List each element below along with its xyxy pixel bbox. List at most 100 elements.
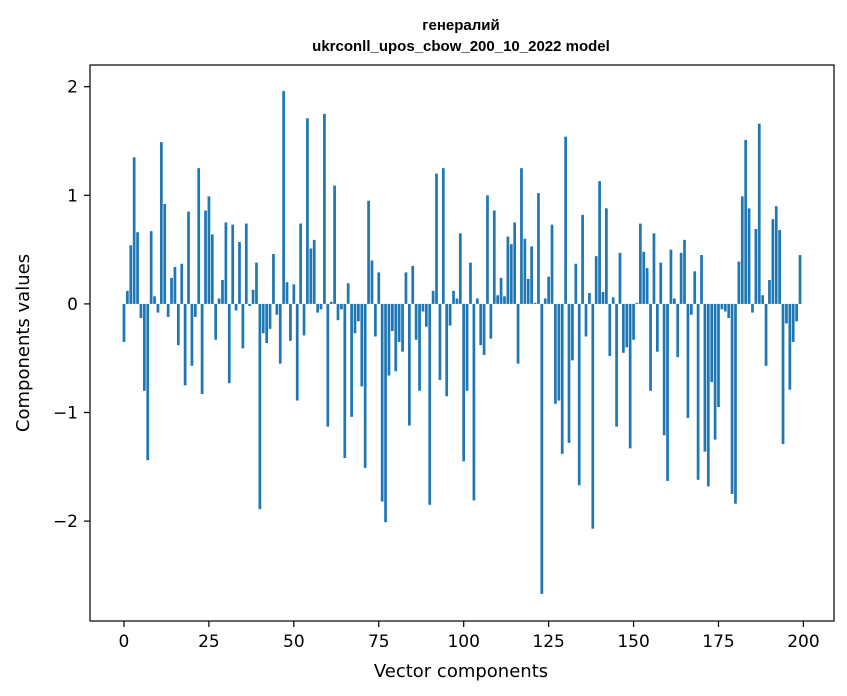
bar (632, 303, 635, 340)
bar (798, 255, 802, 304)
bar (190, 303, 194, 366)
bar (723, 303, 727, 312)
bar (214, 303, 218, 340)
bar (672, 298, 676, 304)
bar (360, 303, 364, 387)
bar (747, 208, 751, 304)
bar (757, 123, 761, 304)
bar (377, 272, 381, 304)
bar (350, 303, 353, 417)
y-tick-label: −2 (53, 512, 78, 532)
bar (543, 298, 547, 304)
bar (407, 303, 411, 426)
bar (143, 303, 146, 391)
bar (588, 293, 591, 304)
bar (489, 303, 493, 339)
bar (679, 252, 683, 304)
bar (540, 303, 544, 594)
x-tick-label: 50 (283, 632, 305, 652)
x-tick-label: 75 (368, 632, 390, 652)
bar (197, 168, 201, 304)
x-axis-label: Vector components (374, 661, 548, 682)
bar (509, 244, 513, 304)
bar (346, 283, 350, 304)
bar (448, 303, 452, 326)
bar (608, 303, 612, 357)
bar (261, 303, 265, 334)
bar (312, 239, 316, 304)
bar (272, 253, 275, 304)
bar (275, 303, 279, 315)
bar (591, 303, 595, 529)
bar (414, 303, 418, 340)
bar (717, 303, 720, 408)
bar (221, 280, 224, 304)
bar (781, 303, 785, 444)
bar (255, 262, 258, 304)
bar (689, 303, 693, 315)
bar (319, 303, 323, 310)
bar (605, 208, 608, 304)
bar (744, 139, 748, 304)
bar (458, 233, 462, 304)
bar (628, 303, 632, 449)
bar (734, 303, 737, 504)
bar (625, 303, 629, 348)
plot-frame (89, 64, 835, 622)
bar (564, 136, 567, 304)
bar (234, 303, 238, 311)
bar (363, 303, 367, 468)
bar (380, 303, 384, 502)
bar (357, 303, 360, 322)
bar (710, 303, 714, 383)
bar (411, 265, 415, 304)
bar (326, 303, 330, 427)
bar (306, 118, 309, 304)
bar (523, 238, 527, 304)
bar (615, 303, 618, 427)
bar (241, 303, 245, 349)
bar (496, 295, 500, 304)
bar (560, 303, 564, 454)
bar (479, 303, 483, 346)
bar (516, 303, 520, 364)
bar (336, 303, 340, 321)
bar (676, 303, 680, 358)
bar (418, 303, 421, 391)
bar (329, 301, 333, 304)
bar (754, 228, 758, 304)
bar (601, 291, 605, 304)
bar (618, 252, 622, 304)
bar (452, 290, 455, 304)
bar (492, 210, 496, 304)
bar (170, 277, 173, 304)
bar (645, 268, 649, 304)
bar (224, 222, 228, 304)
bar (139, 303, 143, 319)
bar (391, 303, 394, 332)
bar (557, 303, 561, 401)
bar (768, 280, 771, 304)
bar (764, 303, 768, 366)
bar (200, 303, 204, 395)
bar (567, 303, 571, 443)
bar (683, 239, 686, 304)
bar (187, 211, 190, 304)
bar (700, 255, 703, 304)
bar (475, 298, 479, 304)
bar (482, 303, 486, 355)
bar (387, 303, 391, 376)
bar (231, 224, 235, 304)
bar (720, 303, 724, 310)
bar (785, 303, 788, 324)
bar (649, 303, 652, 391)
bar (611, 297, 615, 304)
bar (666, 303, 669, 481)
bar (295, 303, 299, 401)
bar (659, 262, 663, 304)
bar (176, 303, 180, 346)
x-tick-label: 150 (617, 632, 649, 652)
bar (285, 282, 289, 304)
y-axis-ticks: −2 −1 0 1 2 (53, 78, 90, 532)
bar (778, 230, 781, 304)
